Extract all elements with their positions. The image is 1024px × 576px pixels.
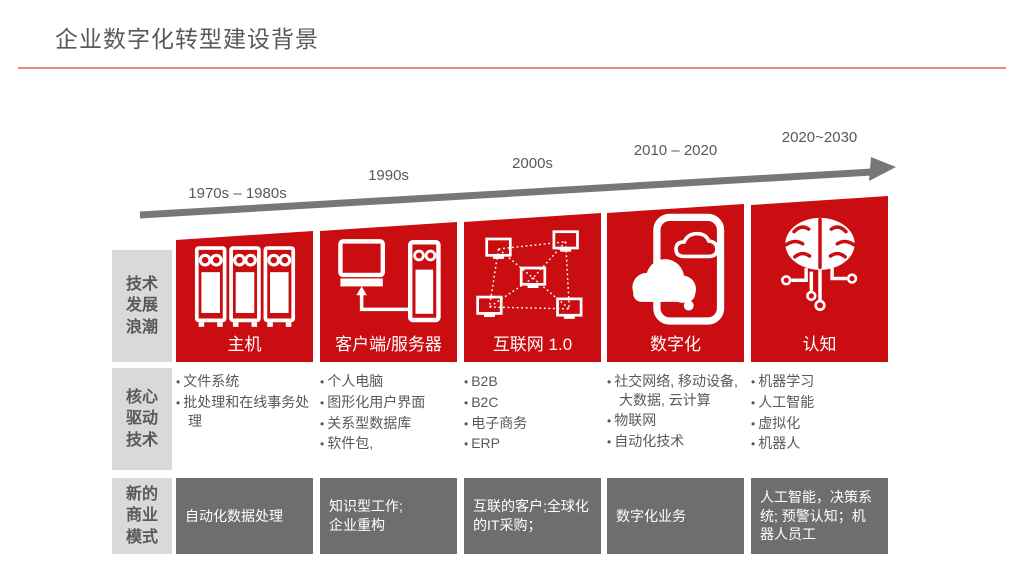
era-block-internet: 互联网 1.0	[464, 213, 601, 362]
era-name: 互联网 1.0	[492, 335, 573, 354]
row-label-business-model: 新的 商业 模式	[112, 478, 172, 554]
row-label-tech-wave: 技术 发展 浪潮	[112, 250, 172, 362]
row-label-core-tech: 核心 驱动 技术	[112, 368, 172, 470]
core-tech-list-cognitive: 机器学习 人工智能 虚拟化 机器人	[751, 368, 888, 468]
core-tech-item: 软件包,	[320, 434, 457, 453]
core-tech-item: 虚拟化	[751, 414, 888, 433]
core-tech-item: 人工智能	[751, 393, 888, 412]
title-underline	[18, 67, 1006, 69]
period-label-2020-2030: 2020~2030	[781, 129, 858, 146]
era-block-digital: 数字化	[607, 204, 744, 362]
core-tech-item: 个人电脑	[320, 372, 457, 391]
core-tech-item: 自动化技术	[607, 432, 744, 451]
period-label-1970s-1980s: 1970s – 1980s	[188, 185, 287, 202]
business-model-box-cognitive: 人工智能，决策系统; 预警认知；机器人员工	[751, 478, 888, 554]
core-tech-item: 机器人	[751, 434, 888, 453]
era-block-cognitive: 认知	[751, 196, 888, 362]
core-tech-item: 批处理和在线事务处理	[176, 393, 313, 430]
business-model-box-client-server: 知识型工作; 企业重构	[320, 478, 457, 554]
era-block-client-server: 客户端/服务器	[320, 222, 457, 362]
business-model-box-internet: 互联的客户;全球化的IT采购；	[464, 478, 601, 554]
core-tech-item: B2B	[464, 372, 601, 391]
core-tech-item: B2C	[464, 393, 601, 412]
era-name: 数字化	[650, 335, 701, 354]
period-label-1990s: 1990s	[368, 167, 409, 184]
core-tech-item: 文件系统	[176, 372, 313, 391]
core-tech-item: 社交网络, 移动设备, 大数据, 云计算	[607, 372, 744, 409]
core-tech-list-internet: B2B B2C 电子商务 ERP	[464, 368, 601, 468]
core-tech-item: 机器学习	[751, 372, 888, 391]
period-label-2010-2020: 2010 – 2020	[633, 142, 718, 159]
core-tech-list-client-server: 个人电脑 图形化用户界面 关系型数据库 软件包,	[320, 368, 457, 468]
era-name: 客户端/服务器	[335, 335, 442, 354]
era-name: 主机	[227, 335, 262, 354]
business-model-box-mainframe: 自动化数据处理	[176, 478, 313, 554]
core-tech-list-mainframe: 文件系统 批处理和在线事务处理	[176, 368, 313, 468]
core-tech-item: ERP	[464, 434, 601, 453]
core-tech-list-digital: 社交网络, 移动设备, 大数据, 云计算 物联网 自动化技术	[607, 368, 744, 468]
core-tech-item: 关系型数据库	[320, 414, 457, 433]
brain-circuit-icon	[768, 196, 872, 330]
era-name: 认知	[802, 335, 837, 354]
core-tech-item: 物联网	[607, 411, 744, 430]
page-title: 企业数字化转型建设背景	[55, 26, 319, 52]
cloud-mobile-icon	[626, 204, 726, 330]
mainframe-icon	[194, 231, 296, 330]
core-tech-item: 图形化用户界面	[320, 393, 457, 412]
core-tech-item: 电子商务	[464, 414, 601, 433]
client-server-icon	[336, 222, 442, 330]
era-block-mainframe: 主机	[176, 231, 313, 362]
period-label-2000s: 2000s	[512, 155, 553, 172]
business-model-box-digital: 数字化业务	[607, 478, 744, 554]
network-icon	[474, 213, 592, 330]
